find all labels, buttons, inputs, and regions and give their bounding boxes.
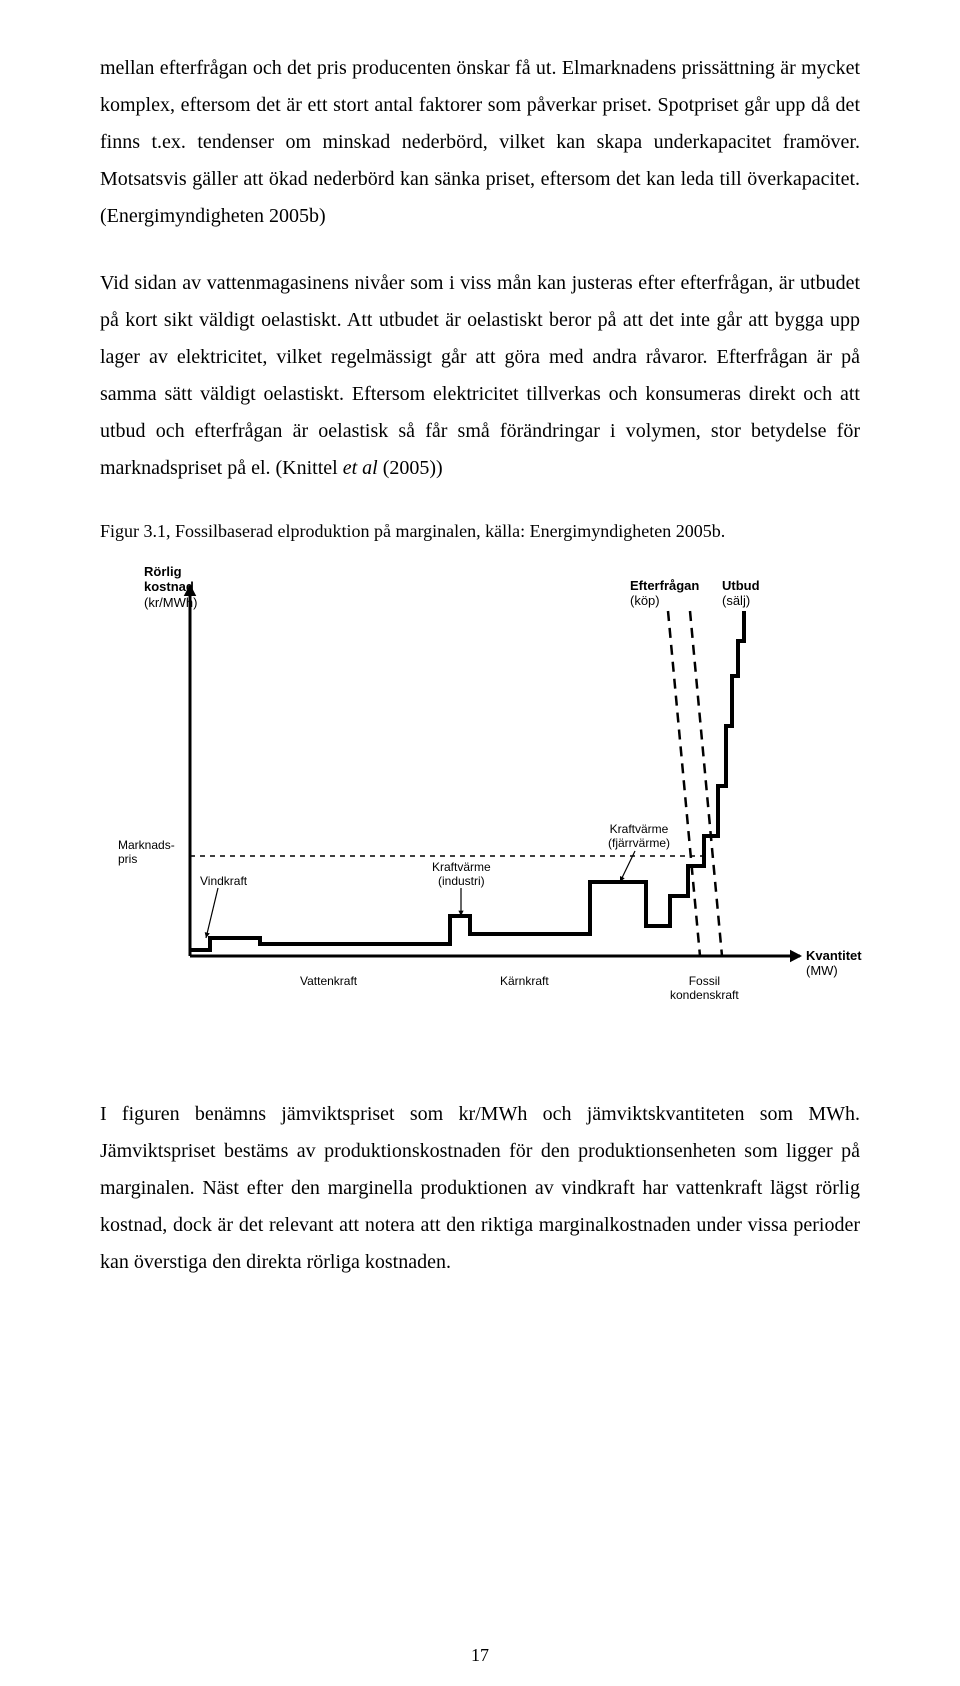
kraftvarme-fjarrvarme-label: Kraftvärme (fjärrvärme) <box>608 822 670 851</box>
paragraph-2-a: Vid sidan av vattenmagasinens nivåer som… <box>100 272 860 479</box>
paragraph-2-italic: et al <box>343 457 378 479</box>
supply-label: Utbud (sälj) <box>722 578 760 609</box>
demand-label-l2: (köp) <box>630 593 660 608</box>
page: mellan efterfrågan och det pris producen… <box>0 0 960 1686</box>
x-axis-title-l1: Kvantitet <box>806 948 862 963</box>
demand-label: Efterfrågan (köp) <box>630 578 699 609</box>
vindkraft-label: Vindkraft <box>200 874 247 888</box>
paragraph-2-c: (2005)) <box>378 457 443 479</box>
x-axis-title: Kvantitet (MW) <box>806 948 862 979</box>
x-axis-title-l2: (MW) <box>806 963 838 978</box>
kraftvarme-industri-l1: Kraftvärme <box>432 860 491 874</box>
fossil-l1: Fossil <box>689 974 720 988</box>
kraftvarme-fjarrvarme-l1: Kraftvärme <box>610 822 669 836</box>
y-axis-title: Rörlig kostnad (kr/MWh) <box>144 564 197 611</box>
supply-label-l1: Utbud <box>722 578 760 593</box>
fossil-l2: kondenskraft <box>670 988 739 1002</box>
y-axis-title-l2: kostnad <box>144 579 194 594</box>
paragraph-1: mellan efterfrågan och det pris producen… <box>100 50 860 235</box>
paragraph-3: I figuren benämns jämviktspriset som kr/… <box>100 1096 860 1281</box>
market-price-label-l1: Marknads- <box>118 838 175 852</box>
supply-label-l2: (sälj) <box>722 593 750 608</box>
market-price-label-l2: pris <box>118 852 137 866</box>
demand-label-l1: Efterfrågan <box>630 578 699 593</box>
kraftvarme-fjarrvarme-l2: (fjärrvärme) <box>608 836 670 850</box>
paragraph-2: Vid sidan av vattenmagasinens nivåer som… <box>100 265 860 487</box>
y-axis-title-l3: (kr/MWh) <box>144 595 197 610</box>
fossil-kondenskraft-label: Fossil kondenskraft <box>670 974 739 1003</box>
kraftvarme-industri-label: Kraftvärme (industri) <box>432 860 491 889</box>
page-number: 17 <box>0 1645 960 1666</box>
vattenkraft-label: Vattenkraft <box>300 974 357 988</box>
y-axis-title-l1: Rörlig <box>144 564 182 579</box>
kraftvarme-industri-l2: (industri) <box>438 874 485 888</box>
figure-svg <box>100 556 860 1036</box>
karnkraft-label: Kärnkraft <box>500 974 549 988</box>
figure-3-1: Rörlig kostnad (kr/MWh) Kvantitet (MW) E… <box>100 556 860 1036</box>
market-price-label: Marknads- pris <box>118 838 188 867</box>
figure-caption: Figur 3.1, Fossilbaserad elproduktion på… <box>100 517 860 546</box>
